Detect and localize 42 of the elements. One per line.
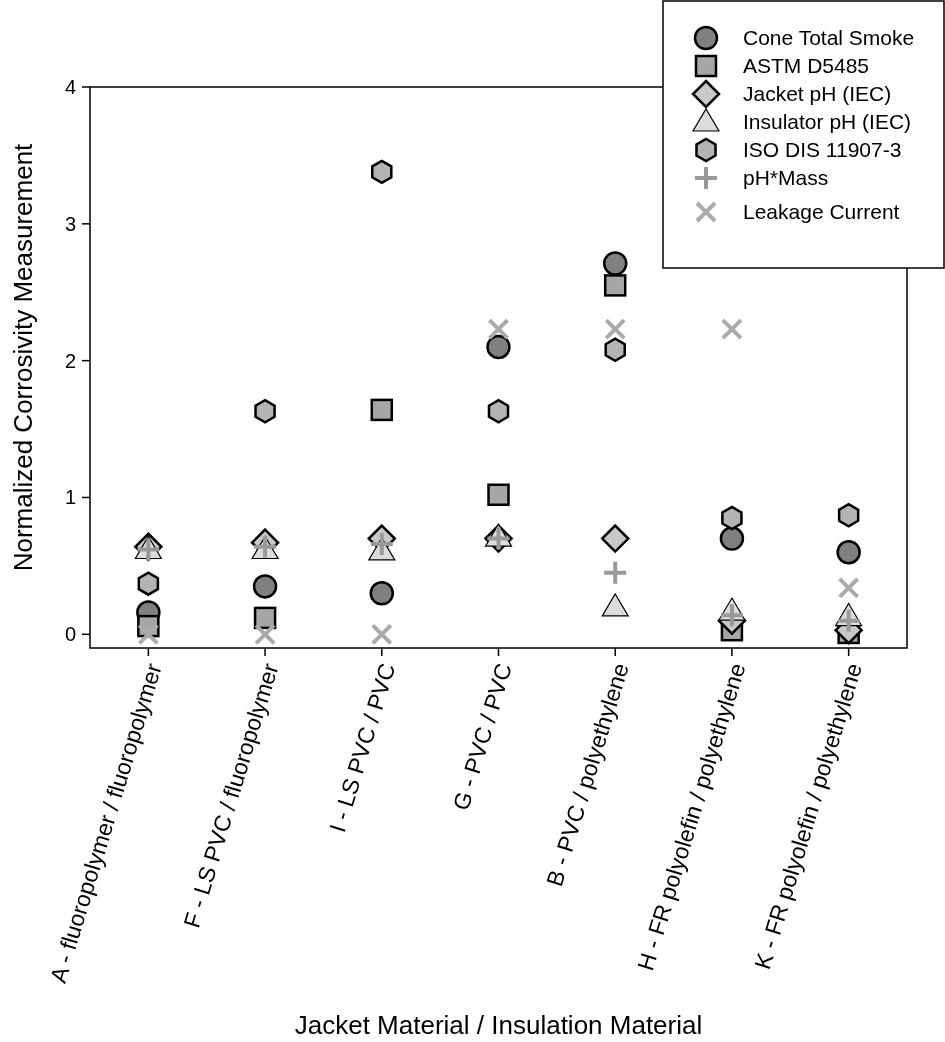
point: [721, 505, 743, 531]
point: [369, 581, 395, 606]
point: [604, 561, 627, 584]
point: [720, 318, 743, 341]
point: [487, 399, 510, 424]
legend-label: Jacket pH (IEC): [743, 82, 892, 106]
point: [254, 399, 276, 424]
point: [836, 539, 861, 565]
y-tick-label: 3: [64, 212, 76, 235]
point: [603, 274, 627, 297]
x-tick-label: G - PVC / PVC: [447, 660, 517, 814]
legend-label: Insulator pH (IEC): [743, 110, 912, 134]
point: [600, 524, 630, 553]
point: [719, 526, 745, 551]
y-tick-label: 2: [64, 349, 76, 372]
point: [370, 623, 393, 646]
point: [137, 623, 160, 646]
point: [837, 576, 860, 599]
point: [604, 337, 626, 362]
legend-label: ASTM D5485: [743, 54, 870, 78]
x-tick-label: I - LS PVC / PVC: [324, 660, 401, 836]
point: [601, 593, 629, 617]
y-tick-label: 4: [64, 76, 76, 98]
y-axis-title: Normalized Corrosivity Measurement: [8, 142, 38, 572]
point: [252, 574, 278, 599]
point: [254, 623, 277, 646]
y-tick-label: 0: [64, 623, 76, 646]
legend-label: ISO DIS 11907-3: [743, 138, 902, 162]
legend-label: Leakage Current: [743, 200, 900, 224]
point: [837, 503, 860, 528]
legend-label: pH*Mass: [743, 166, 829, 190]
point: [487, 483, 510, 506]
y-tick-label: 1: [64, 486, 76, 509]
point: [486, 334, 511, 360]
point: [487, 318, 510, 341]
point: [370, 398, 394, 422]
point: [137, 571, 160, 596]
point: [371, 159, 393, 185]
legend-label: Cone Total Smoke: [743, 26, 915, 50]
x-axis-title: Jacket Material / Insulation Material: [294, 1010, 703, 1040]
point: [602, 251, 628, 276]
point: [604, 318, 627, 341]
